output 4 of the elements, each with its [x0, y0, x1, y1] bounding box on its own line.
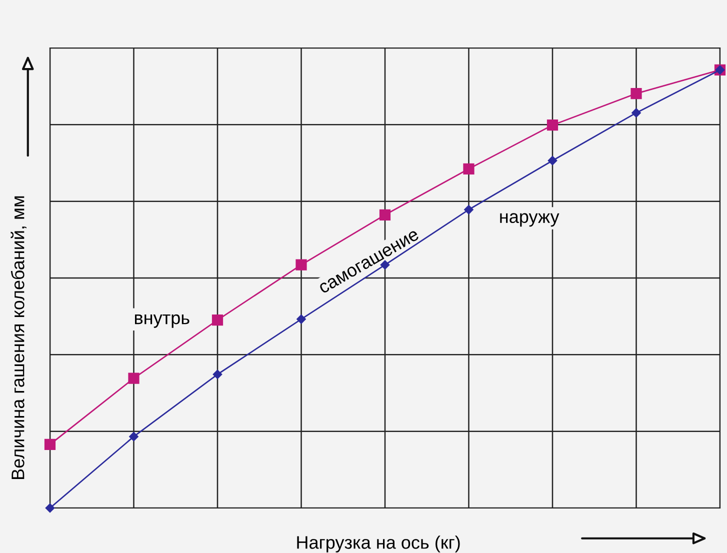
annotation: внутрь	[135, 314, 190, 328]
y-axis-title: Величина гашения колебаний, мм	[10, 196, 26, 479]
x-axis-title: Нагрузка на ось (кг)	[297, 536, 460, 552]
annotation: наружу	[500, 213, 560, 227]
